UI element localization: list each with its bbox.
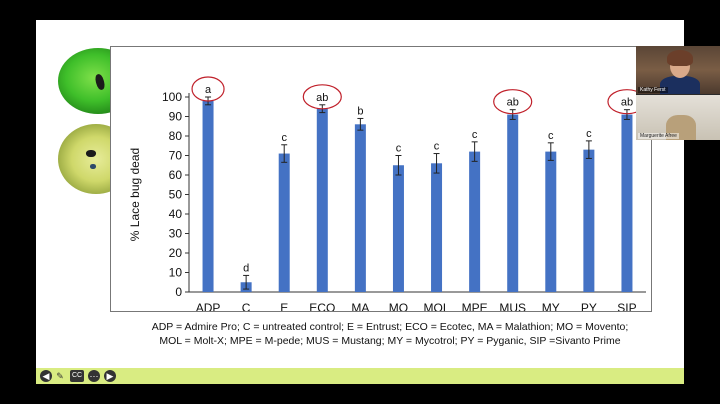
x-tick-label: PY: [581, 301, 597, 311]
person-hair: [667, 50, 693, 66]
significance-letter: c: [548, 130, 554, 142]
y-tick-label: 30: [169, 227, 183, 241]
x-tick-label: C: [242, 301, 251, 311]
x-tick-label: MO: [389, 301, 408, 311]
next-icon[interactable]: ▶: [104, 370, 116, 382]
significance-letter: c: [472, 129, 478, 141]
bar-chart: 0 10 20 30 40 50 60 70 80 90 100 % Lace bug dead ADP…: [128, 76, 647, 311]
significance-letter: c: [434, 141, 440, 153]
participant-name-2: Marguerite Afree: [638, 133, 679, 139]
x-tick-label: MUS: [499, 301, 526, 311]
participant-tile-1[interactable]: Kathy Ferst: [636, 46, 720, 94]
significance-letter: c: [281, 132, 287, 144]
y-tick-label: 80: [169, 129, 183, 143]
significance-letter: ab: [621, 97, 633, 109]
bar: [278, 153, 290, 292]
x-tick-label: MPE: [462, 301, 488, 311]
x-tick-label: ADP: [196, 301, 221, 311]
bar: [431, 163, 443, 292]
significance-letter: b: [357, 105, 363, 117]
significance-letter: c: [396, 143, 402, 155]
y-tick-label: 60: [169, 168, 183, 182]
x-tick-label: MOL: [424, 301, 450, 311]
bar: [621, 114, 633, 292]
y-tick-label: 90: [169, 110, 183, 124]
bar: [392, 165, 404, 292]
significance-letter: ab: [316, 92, 328, 104]
significance-letter: a: [205, 84, 212, 96]
back-icon[interactable]: ◀: [40, 370, 52, 382]
pen-icon[interactable]: ✎: [56, 371, 64, 381]
highlight-circle: [191, 76, 225, 102]
y-tick-label: 70: [169, 149, 183, 163]
bar: [316, 108, 328, 292]
y-tick-label: 20: [169, 246, 183, 260]
participant-tile-2[interactable]: Marguerite Afree: [636, 95, 720, 140]
y-tick-label: 0: [175, 285, 182, 299]
highlight-circle: [302, 84, 342, 110]
significance-letter: d: [243, 262, 249, 274]
y-tick-label: 10: [169, 266, 183, 280]
bug-shape: [94, 73, 106, 91]
bug-shape: [86, 150, 96, 157]
y-tick-label: 40: [169, 207, 183, 221]
bug-shape: [90, 164, 96, 169]
bar: [354, 124, 366, 292]
video-panel: Kathy Ferst Marguerite Afree: [636, 46, 720, 140]
presentation-toolbar: [36, 368, 684, 384]
bar: [545, 151, 557, 292]
bar: [202, 100, 214, 293]
y-tick-label: 50: [169, 188, 183, 202]
cc-button[interactable]: CC: [70, 370, 84, 382]
legend-line-2: MOL = Molt-X; MPE = M-pede; MUS = Mustan…: [159, 335, 621, 347]
x-tick-label: SIP: [617, 301, 636, 311]
x-tick-label: E: [280, 301, 288, 311]
abbreviation-legend: ADP = Admire Pro; C = untreated control;…: [110, 320, 670, 348]
x-tick-label: MA: [351, 301, 369, 311]
person-body: [660, 76, 700, 94]
more-icon[interactable]: ⋯: [88, 370, 100, 382]
x-tick-label: MY: [542, 301, 560, 311]
y-tick-label: 100: [162, 90, 182, 104]
chart-frame: 0 10 20 30 40 50 60 70 80 90 100 % Lace bug dead ADP…: [110, 46, 652, 312]
bar: [469, 151, 481, 292]
bar: [507, 114, 519, 292]
highlight-circle: [493, 89, 533, 115]
y-axis-label: % Lace bug dead: [128, 148, 142, 241]
significance-letter: ab: [507, 97, 519, 109]
legend-line-1: ADP = Admire Pro; C = untreated control;…: [151, 321, 629, 333]
significance-letter: c: [586, 128, 592, 140]
bar: [583, 149, 595, 292]
participant-name-1: Kathy Ferst: [638, 87, 668, 93]
x-tick-label: ECO: [309, 301, 335, 311]
